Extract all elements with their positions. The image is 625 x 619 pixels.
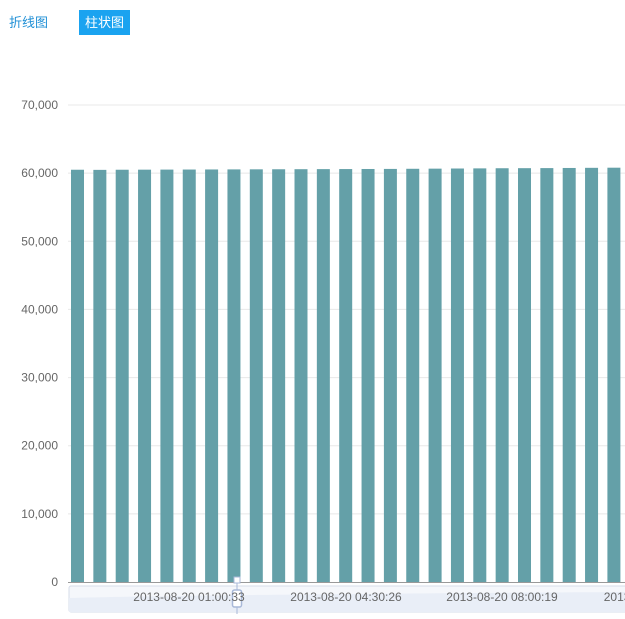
bar	[607, 167, 621, 583]
bar	[249, 169, 263, 583]
x-tick-label: 2013-08-20 01:00:33	[133, 590, 245, 604]
x-axis-labels: 2013-08-20 01:00:33 2013-08-20 04:30:26 20…	[133, 590, 625, 604]
y-tick-label: 0	[51, 575, 58, 589]
y-tick-label: 30,000	[21, 371, 58, 385]
y-tick-label: 40,000	[21, 302, 58, 316]
bar	[473, 168, 487, 582]
bar	[205, 169, 219, 583]
chart-type-tabs: 折线图 柱状图	[0, 10, 131, 35]
datazoom-handle-top[interactable]	[233, 576, 241, 584]
bar	[562, 167, 576, 583]
bar	[540, 168, 554, 582]
bar	[361, 168, 375, 582]
y-axis-labels: 0 10,000 20,000 30,000 40,000 50,000 60,000 70,…	[21, 98, 58, 589]
bar	[227, 169, 241, 582]
y-tick-label: 50,000	[21, 234, 58, 248]
bar	[182, 169, 196, 582]
x-tick-label: 2013-08-20 08:00:19	[446, 590, 558, 604]
tab-line-chart[interactable]: 折线图	[9, 15, 49, 30]
x-tick-label: 2013-08-20 11:30:12	[604, 590, 625, 604]
bar	[272, 169, 286, 582]
bar	[294, 169, 308, 583]
bar	[450, 168, 464, 582]
bar	[383, 168, 397, 582]
y-tick-label: 60,000	[21, 166, 58, 180]
bar	[138, 169, 152, 582]
bar	[160, 169, 174, 582]
bar	[93, 169, 107, 582]
y-tick-label: 70,000	[21, 98, 58, 112]
x-tick-label: 2013-08-20 04:30:26	[290, 590, 402, 604]
bar	[316, 169, 330, 582]
bar	[518, 168, 531, 582]
bar	[585, 167, 599, 583]
datazoom-handle[interactable]	[231, 589, 243, 608]
datazoom-preview	[69, 592, 625, 612]
y-tick-label: 20,000	[21, 439, 58, 453]
y-tick-label: 10,000	[21, 507, 58, 521]
bar	[428, 168, 442, 582]
bar	[115, 169, 129, 582]
bar	[406, 168, 420, 582]
tab-bar-chart[interactable]: 柱状图	[79, 10, 131, 35]
bar	[495, 168, 509, 582]
bars	[71, 167, 621, 583]
bar	[339, 169, 353, 582]
bar	[71, 169, 84, 582]
datazoom-slider[interactable]	[68, 576, 625, 614]
